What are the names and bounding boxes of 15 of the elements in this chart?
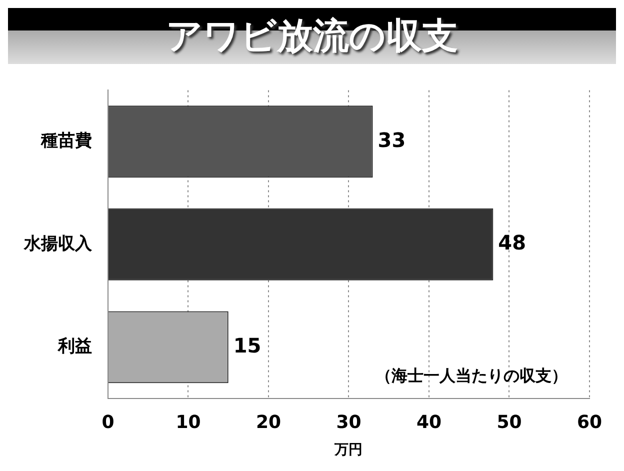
data-label: 33: [378, 128, 406, 152]
annotation: （海士一人当たりの収支）: [375, 366, 568, 385]
data-label: 48: [498, 230, 526, 255]
x-tick-label: 60: [576, 412, 602, 434]
x-tick-label: 30: [336, 412, 362, 434]
x-tick-label: 20: [256, 412, 282, 434]
x-tick-label: 50: [496, 412, 522, 434]
y-tick-label: 水揚収入: [23, 234, 93, 254]
x-tick-label: 40: [416, 412, 442, 434]
x-axis-title: 万円: [334, 442, 363, 458]
x-tick-label: 10: [176, 412, 201, 434]
data-label: 15: [233, 333, 262, 358]
y-tick-label: 利益: [57, 336, 92, 357]
y-tick-label: 種苗費: [40, 131, 92, 152]
x-tick-label: 0: [102, 412, 114, 434]
